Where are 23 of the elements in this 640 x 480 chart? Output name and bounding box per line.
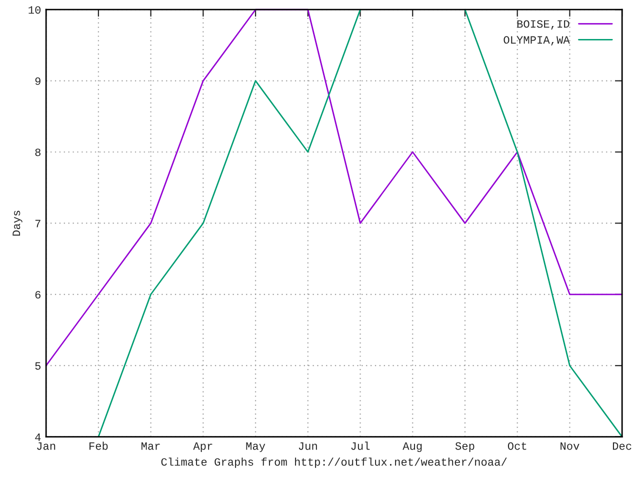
y-tick-label: 8 [35, 148, 40, 156]
x-tick-label: May [246, 442, 266, 452]
x-tick-label: Nov [560, 442, 580, 450]
x-tick-label: Mar [142, 442, 160, 450]
y-axis-title: Days [12, 210, 22, 236]
x-tick-label: Sep [455, 442, 474, 452]
y-tick-label: 10 [28, 6, 41, 14]
x-tick-label: Apr [193, 442, 212, 452]
x-axis-title: Climate Graphs from http://outflux.net/weather/noaa/ [161, 458, 507, 468]
x-tick-label: Aug [402, 442, 422, 452]
x-tick-label: Jun [298, 442, 317, 450]
y-tick-label: 4 [35, 434, 41, 441]
x-tick-label: Oct [508, 442, 526, 450]
y-tick-label: 5 [35, 362, 41, 370]
x-tick-label: Dec [612, 442, 632, 450]
x-tick-label: Feb [89, 442, 108, 450]
x-tick-label: Jul [351, 442, 370, 450]
legend-label: BOISE,ID [517, 20, 570, 30]
y-tick-label: 7 [35, 220, 40, 228]
y-tick-label: 6 [35, 290, 40, 299]
x-tick-label: Jan [37, 442, 56, 450]
legend-label: OLYMPIA,WA [504, 36, 570, 46]
y-tick-label: 9 [35, 77, 40, 85]
